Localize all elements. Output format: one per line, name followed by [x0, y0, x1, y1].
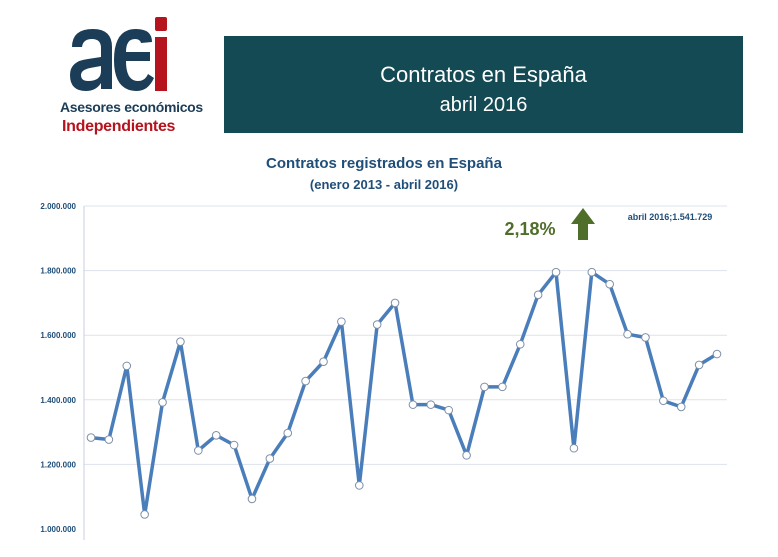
- banner-subtitle: abril 2016: [439, 94, 528, 116]
- data-point: [462, 451, 471, 460]
- data-point: [623, 329, 632, 339]
- y-axis: 1.000.000 1.200.000 1.400.000 1.600.000 1.80…: [40, 202, 85, 540]
- y-tick-label: 2.000.000: [40, 202, 76, 211]
- series-polyline: [90, 270, 718, 517]
- data-point: [372, 320, 382, 329]
- company-logo: Asesores económicos Independientes: [60, 15, 203, 140]
- data-point: [444, 405, 454, 415]
- data-point: [533, 290, 543, 300]
- data-points: [86, 267, 722, 519]
- data-point: [211, 431, 221, 440]
- data-point: [319, 357, 328, 366]
- data-point: [140, 510, 149, 519]
- data-point: [283, 428, 293, 438]
- data-point: [104, 435, 114, 444]
- y-tick-label: 1.400.000: [40, 396, 76, 405]
- banner-title: Contratos en España: [380, 62, 587, 87]
- logo-line-1: Asesores económicos: [60, 99, 203, 115]
- chart-title: Contratos registrados en España: [266, 155, 503, 172]
- data-point: [86, 433, 96, 442]
- data-point: [551, 267, 561, 277]
- data-point: [426, 400, 436, 409]
- data-point: [390, 298, 400, 308]
- header-banner: Contratos en España abril 2016: [224, 36, 743, 133]
- data-point: [176, 337, 185, 346]
- data-point: [480, 382, 489, 392]
- data-point: [408, 400, 418, 409]
- aei-logo-mark: [70, 17, 167, 91]
- data-point: [229, 440, 239, 450]
- last-point-label: abril 2016;1.541.729: [628, 212, 713, 222]
- data-point: [569, 443, 579, 453]
- data-point: [301, 376, 310, 386]
- data-point: [605, 279, 614, 289]
- data-point: [354, 481, 364, 490]
- data-point: [712, 349, 722, 359]
- y-tick-label: 1.800.000: [40, 267, 76, 276]
- y-tick-label: 1.600.000: [40, 331, 76, 340]
- variation-label: 2,18%: [504, 219, 555, 239]
- data-point: [498, 382, 507, 392]
- logo-line-2: Independientes: [62, 118, 176, 135]
- y-tick-label: 1.000.000: [40, 525, 76, 534]
- series-line: [90, 270, 718, 517]
- data-point: [265, 454, 275, 463]
- chart-subtitle: (enero 2013 - abril 2016): [310, 177, 458, 192]
- data-point: [587, 267, 597, 277]
- data-point: [515, 339, 525, 349]
- up-arrow-icon: [571, 208, 595, 240]
- line-chart: Contratos registrados en España (enero 2…: [40, 155, 727, 540]
- data-point: [337, 317, 346, 326]
- data-point: [158, 398, 167, 407]
- data-point: [659, 396, 668, 406]
- data-point: [694, 360, 704, 370]
- data-point: [641, 333, 650, 342]
- data-point: [247, 494, 257, 504]
- data-point: [122, 361, 132, 371]
- data-point: [676, 402, 686, 412]
- y-tick-label: 1.200.000: [40, 460, 76, 469]
- data-point: [194, 446, 203, 455]
